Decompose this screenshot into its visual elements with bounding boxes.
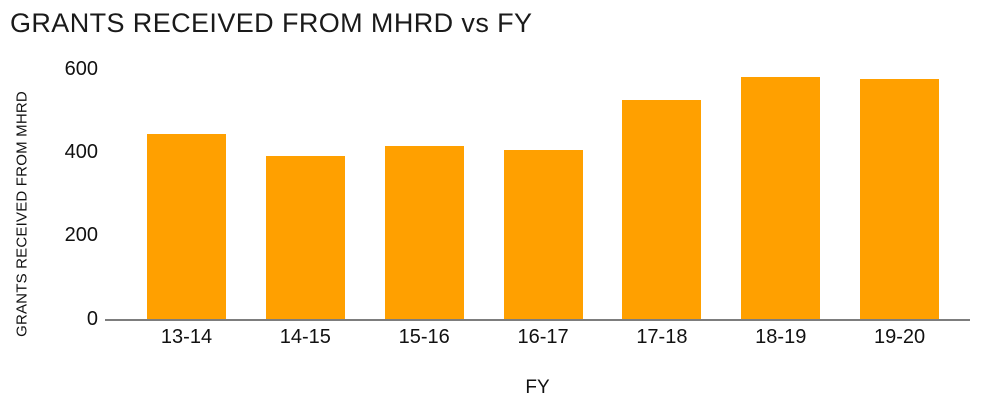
bar-15-16 bbox=[384, 146, 464, 319]
x-tick-label: 16-17 bbox=[517, 326, 569, 348]
x-tick-label: 19-20 bbox=[874, 326, 926, 348]
bar-18-19 bbox=[741, 77, 821, 319]
plot-area bbox=[105, 69, 970, 321]
x-tick-label: 18-19 bbox=[755, 326, 807, 348]
y-tick-label: 0 bbox=[86, 307, 98, 330]
bar-17-18 bbox=[622, 100, 702, 319]
bar-14-15 bbox=[265, 156, 345, 319]
bar-13-14 bbox=[147, 134, 226, 319]
y-axis-title: GRANTS RECEIVED FROM MHRD bbox=[13, 91, 31, 337]
y-tick-label: 600 bbox=[64, 57, 98, 80]
x-tick-label: 15-16 bbox=[398, 326, 450, 348]
x-tick-label: 14-15 bbox=[279, 326, 331, 348]
x-axis-title: FY bbox=[525, 377, 550, 398]
bar-19-20 bbox=[860, 79, 940, 319]
bar-16-17 bbox=[503, 150, 583, 319]
y-tick-label: 400 bbox=[64, 140, 98, 163]
y-tick-label: 200 bbox=[64, 224, 98, 247]
x-tick-label: 17-18 bbox=[636, 326, 688, 348]
chart-title: GRANTS RECEIVED FROM MHRD vs FY bbox=[10, 8, 533, 38]
x-tick-label: 13-14 bbox=[160, 326, 213, 348]
